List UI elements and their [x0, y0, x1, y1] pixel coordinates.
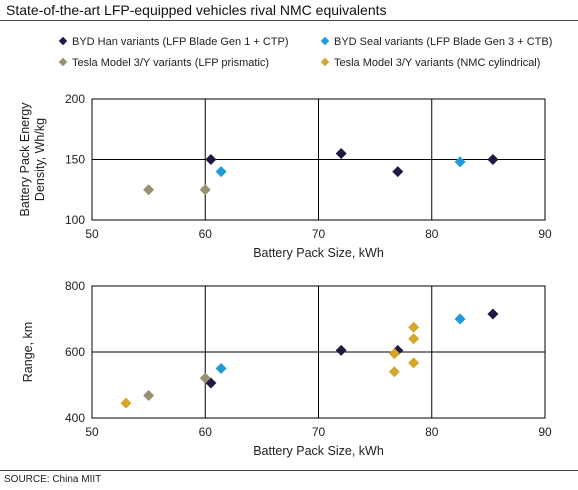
- x-tick-label: 90: [538, 227, 552, 241]
- x-tick-label: 60: [199, 425, 213, 439]
- data-point: [388, 366, 400, 378]
- y-tick-label: 800: [65, 279, 85, 293]
- data-point: [392, 166, 404, 178]
- y-tick-label: 600: [65, 345, 85, 359]
- legend-label: BYD Han variants (LFP Blade Gen 1 + CTP): [72, 36, 289, 48]
- data-point: [487, 154, 499, 165]
- title-rule: [0, 20, 578, 21]
- data-point: [454, 313, 466, 325]
- source-note: SOURCE: China MIIT: [4, 474, 102, 485]
- legend-item-tesla-nmc: Tesla Model 3/Y variants (NMC cylindrica…: [320, 57, 541, 69]
- y-axis-label: Range, km: [21, 322, 35, 382]
- data-point: [120, 397, 132, 409]
- y-tick-label: 400: [65, 411, 85, 425]
- x-tick-label: 70: [312, 227, 326, 241]
- data-point: [408, 321, 420, 333]
- data-point: [335, 147, 347, 159]
- y-axis-label: Battery Pack EnergyDensity, Wh/kg: [18, 102, 47, 217]
- x-tick-label: 50: [85, 227, 99, 241]
- x-tick-label: 90: [538, 425, 552, 439]
- range-chart: 50 60 70 80 90 400 600 800 Battery Pack Size, kW…: [21, 279, 552, 458]
- legend-item-byd-han: BYD Han variants (LFP Blade Gen 1 + CTP): [58, 36, 289, 48]
- data-point: [408, 333, 420, 345]
- data-point: [199, 184, 211, 196]
- data-point: [199, 372, 211, 384]
- chart-title: State-of-the-art LFP-equipped vehicles r…: [6, 2, 387, 18]
- data-point: [143, 390, 155, 402]
- x-tick-label: 70: [312, 425, 326, 439]
- x-tick-label: 60: [199, 227, 213, 241]
- data-point: [454, 156, 466, 168]
- data-point: [388, 348, 400, 360]
- data-point: [408, 357, 420, 369]
- y-tick-label: 200: [65, 92, 85, 106]
- data-point: [143, 184, 155, 196]
- legend-label: BYD Seal variants (LFP Blade Gen 3 + CTB…: [334, 36, 553, 48]
- data-point: [215, 363, 227, 374]
- y-axis-label-line: Density, Wh/kg: [33, 118, 47, 201]
- data-point: [215, 166, 227, 178]
- x-tick-label: 50: [85, 425, 99, 439]
- footer-rule: [0, 470, 578, 471]
- data-point: [205, 154, 217, 165]
- legend-label: Tesla Model 3/Y variants (NMC cylindrica…: [334, 57, 541, 69]
- legend-item-byd-seal: BYD Seal variants (LFP Blade Gen 3 + CTB…: [320, 36, 553, 48]
- legend-label: Tesla Model 3/Y variants (LFP prismatic): [72, 57, 270, 69]
- y-tick-label: 150: [65, 153, 85, 167]
- x-axis-label: Battery Pack Size, kWh: [253, 444, 384, 458]
- y-axis-label-line: Battery Pack Energy: [18, 102, 32, 217]
- y-tick-label: 100: [65, 213, 85, 227]
- x-tick-label: 80: [425, 227, 439, 241]
- legend-item-tesla-lfp: Tesla Model 3/Y variants (LFP prismatic): [58, 57, 270, 69]
- x-axis-label: Battery Pack Size, kWh: [253, 246, 384, 260]
- data-point: [487, 308, 499, 320]
- data-point: [335, 344, 347, 356]
- energy-density-chart: 50 60 70 80 90 100 150 200 Battery Pack Size, kW…: [18, 92, 552, 260]
- x-tick-label: 80: [425, 425, 439, 439]
